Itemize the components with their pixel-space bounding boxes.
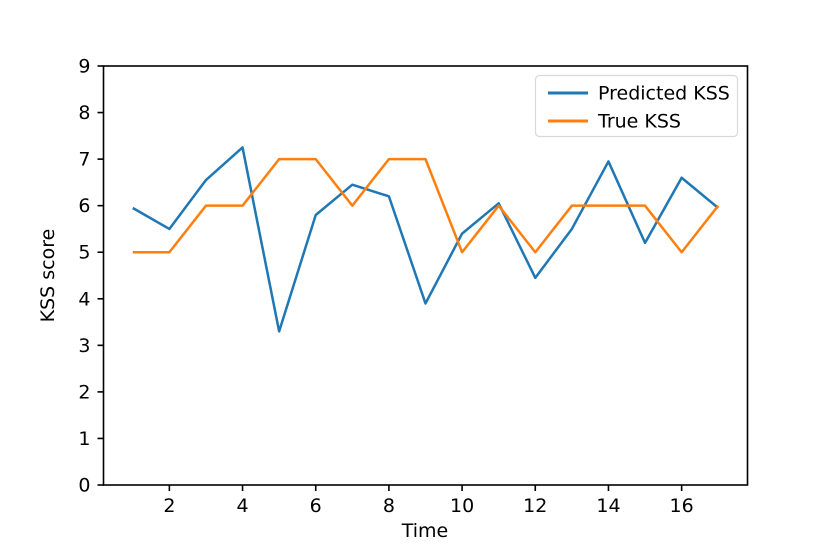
legend: Predicted KSS True KSS [534,74,739,138]
y-tick-label: 8 [78,102,90,124]
legend-label-true: True KSS [597,111,681,133]
y-tick-label: 7 [78,149,90,171]
y-axis-label: KSS score [37,229,59,323]
x-axis-label: Time [401,520,449,542]
legend-label-predicted: Predicted KSS [598,83,730,105]
y-tick-label: 5 [78,242,90,264]
y-tick-label: 6 [78,195,90,217]
x-tick-label: 4 [236,495,248,517]
y-tick-label: 9 [78,56,90,78]
y-tick-label: 1 [78,428,90,450]
x-tick-label: 2 [163,495,175,517]
y-tick-label: 4 [78,288,90,310]
x-tick-label: 12 [523,495,547,517]
y-tick-label: 0 [78,475,90,497]
data-lines [132,146,720,333]
true-kss-line [132,157,720,254]
x-tick-label: 14 [596,495,620,517]
x-tick-label: 16 [670,495,694,517]
x-tick-label: 6 [310,495,322,517]
x-tick-label: 10 [450,495,474,517]
x-tick-label: 8 [383,495,395,517]
y-tick-label: 3 [78,335,90,357]
x-axis-ticks: 2 4 6 8 10 12 14 16 [163,485,694,517]
y-tick-label: 2 [78,381,90,403]
predicted-kss-line [132,146,720,333]
y-axis-ticks: 0 1 2 3 4 5 6 7 8 9 [78,56,104,497]
